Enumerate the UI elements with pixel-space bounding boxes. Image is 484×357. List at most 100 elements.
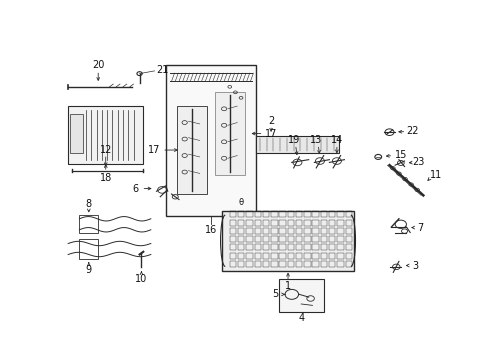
Bar [271, 211, 277, 217]
Bar [279, 244, 285, 250]
Bar [271, 261, 277, 267]
Bar [246, 228, 252, 234]
Bar [279, 261, 285, 267]
Bar [177, 106, 207, 194]
Text: 19: 19 [287, 135, 299, 145]
Text: 20: 20 [92, 60, 104, 70]
Bar [254, 236, 260, 242]
Text: 17: 17 [148, 145, 161, 155]
Text: 13: 13 [309, 135, 322, 145]
Bar [287, 220, 293, 226]
Bar [287, 244, 293, 250]
Text: 11: 11 [429, 170, 442, 180]
Bar [214, 92, 244, 175]
Bar [262, 244, 269, 250]
Bar [262, 236, 269, 242]
Bar [312, 236, 318, 242]
Bar [320, 220, 326, 226]
Bar [328, 244, 335, 250]
Bar [328, 236, 335, 242]
Bar [328, 228, 335, 234]
Bar [254, 244, 260, 250]
Bar [222, 211, 353, 271]
Bar [320, 228, 326, 234]
Bar [238, 228, 244, 234]
Text: 21: 21 [155, 65, 168, 75]
Bar [336, 261, 343, 267]
Bar [303, 261, 310, 267]
Text: 8: 8 [86, 198, 91, 208]
Bar [345, 211, 351, 217]
Text: 3: 3 [412, 261, 418, 271]
Bar [303, 211, 310, 217]
Bar [279, 236, 285, 242]
Bar [312, 228, 318, 234]
Bar [246, 220, 252, 226]
Bar [287, 236, 293, 242]
Text: 4: 4 [298, 313, 303, 323]
Bar [345, 228, 351, 234]
Bar [303, 253, 310, 258]
Text: 10: 10 [135, 274, 147, 284]
Bar [238, 220, 244, 226]
Text: 17: 17 [264, 129, 277, 139]
Bar [271, 253, 277, 258]
Bar [295, 253, 302, 258]
Bar [312, 244, 318, 250]
Bar [246, 236, 252, 242]
Text: 16: 16 [204, 225, 217, 235]
Bar [229, 211, 236, 217]
Bar [320, 253, 326, 258]
Bar [246, 253, 252, 258]
Bar [320, 261, 326, 267]
Bar [287, 261, 293, 267]
Bar [295, 261, 302, 267]
Bar [295, 220, 302, 226]
Bar [246, 211, 252, 217]
Text: 2: 2 [268, 116, 273, 126]
Bar [345, 220, 351, 226]
Bar [271, 236, 277, 242]
Bar [303, 220, 310, 226]
Bar [229, 236, 236, 242]
Bar [238, 211, 244, 217]
Bar [295, 228, 302, 234]
Bar [336, 253, 343, 258]
Bar [303, 236, 310, 242]
Bar [254, 228, 260, 234]
Bar [320, 236, 326, 242]
Bar [254, 261, 260, 267]
Bar [166, 65, 256, 216]
Bar [345, 261, 351, 267]
Bar [345, 236, 351, 242]
Text: 5: 5 [271, 290, 277, 300]
Text: 14: 14 [330, 135, 342, 145]
Bar [336, 211, 343, 217]
Bar [238, 244, 244, 250]
Bar [256, 136, 338, 153]
Bar [336, 244, 343, 250]
Bar [254, 220, 260, 226]
Bar [262, 220, 269, 226]
Bar [336, 220, 343, 226]
Bar [320, 244, 326, 250]
Bar [312, 253, 318, 258]
Bar [246, 261, 252, 267]
Bar [229, 244, 236, 250]
Bar [262, 261, 269, 267]
Bar [345, 244, 351, 250]
Bar [68, 106, 143, 164]
Bar [238, 261, 244, 267]
Text: 18: 18 [99, 172, 112, 182]
Bar [79, 240, 98, 258]
Bar [279, 211, 285, 217]
Bar [238, 253, 244, 258]
Bar [278, 279, 323, 312]
Bar [262, 211, 269, 217]
Bar [295, 211, 302, 217]
Bar [303, 244, 310, 250]
Text: 15: 15 [394, 150, 406, 160]
Bar [328, 253, 335, 258]
Text: θ: θ [238, 198, 243, 207]
Text: 12: 12 [99, 145, 112, 155]
